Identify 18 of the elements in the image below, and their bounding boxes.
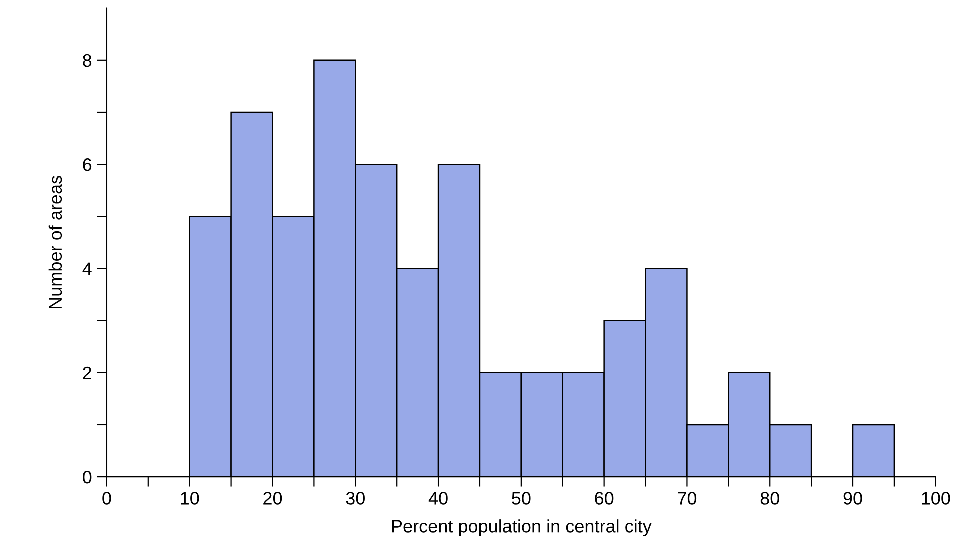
y-tick-label: 8 xyxy=(83,54,92,68)
x-tick-label: 30 xyxy=(346,492,365,505)
x-tick-label: 0 xyxy=(102,492,112,505)
x-tick-label: 20 xyxy=(264,492,282,505)
y-axis-title: Number of areas xyxy=(48,176,62,308)
x-tick-label: 90 xyxy=(844,492,862,505)
y-tick-label: 0 xyxy=(83,470,92,484)
x-tick-label: 10 xyxy=(181,492,200,505)
y-tick-label: 4 xyxy=(82,262,92,276)
y-tick-label: 6 xyxy=(83,158,92,172)
x-tick-label: 50 xyxy=(512,492,531,505)
x-axis-title: Percent population in central city xyxy=(392,520,652,536)
x-tick-label: 80 xyxy=(760,492,780,505)
x-tick-label: 60 xyxy=(595,492,614,505)
y-tick-label: 2 xyxy=(83,366,92,380)
x-tick-label: 70 xyxy=(678,492,697,505)
x-tick-label: 100 xyxy=(922,492,950,505)
x-tick-label: 40 xyxy=(428,492,448,505)
